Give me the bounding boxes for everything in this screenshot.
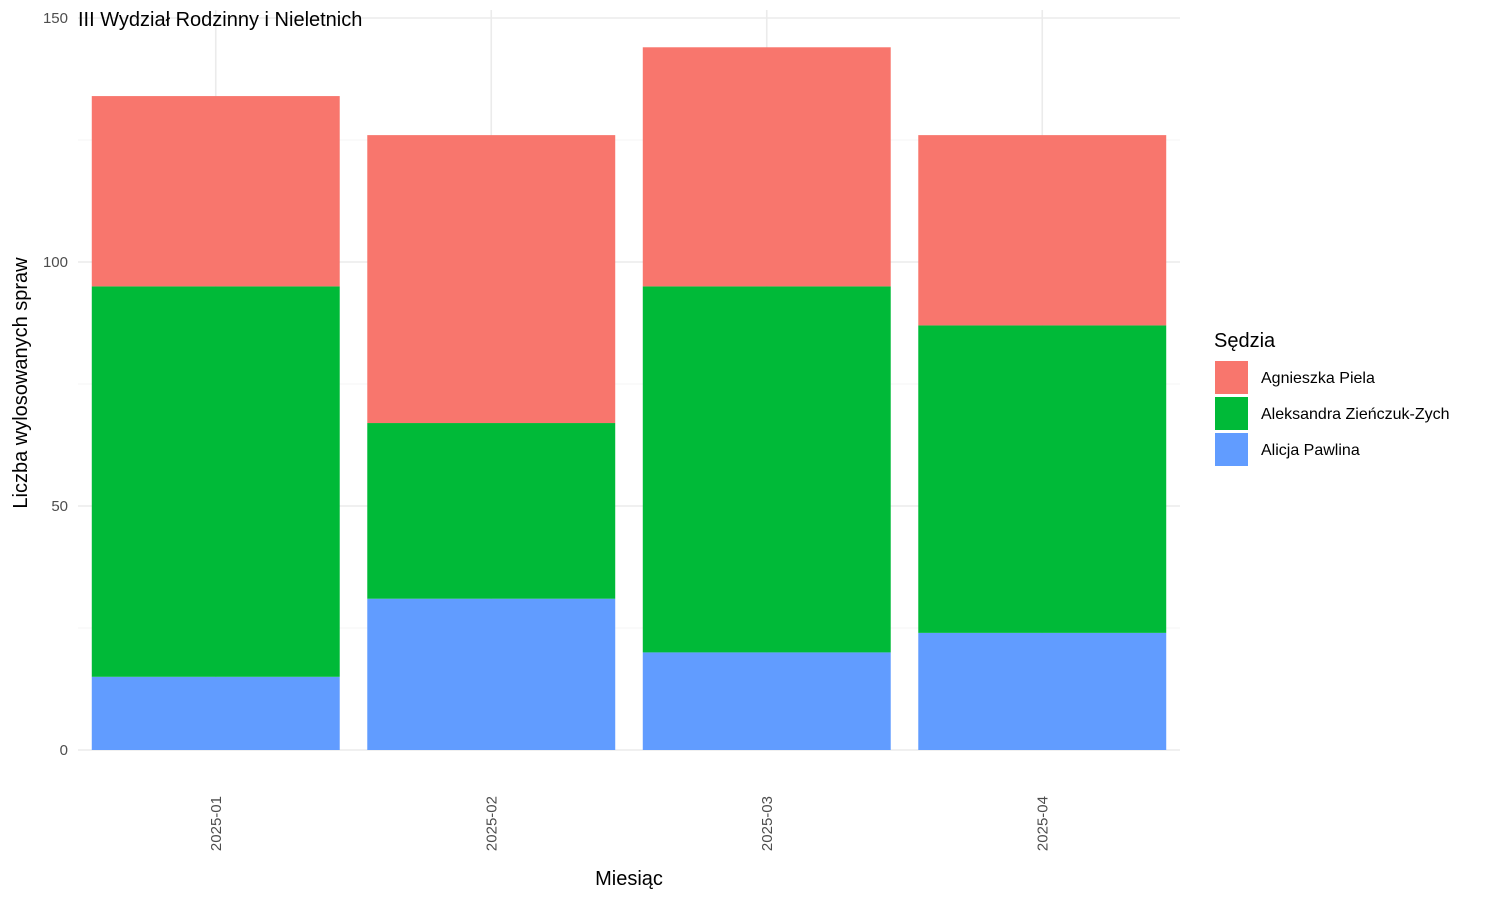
legend-title: Sędzia [1214, 330, 1276, 352]
bar-segment [642, 652, 891, 750]
bar-segment [642, 47, 891, 287]
x-tick-label: 2025-03 [759, 796, 776, 851]
legend-label: Aleksandra Zieńczuk-Zych [1261, 406, 1450, 423]
bar-segment [918, 632, 1167, 750]
bar-segment [367, 135, 616, 424]
legend-swatch [1215, 397, 1248, 430]
y-axis-title: Liczba wylosowanych spraw [10, 257, 32, 509]
legend-swatch [1215, 433, 1248, 466]
bar-segment [642, 286, 891, 653]
x-axis-title: Miesiąc [595, 868, 663, 890]
bar-segment [367, 598, 616, 750]
legend: Sędzia Agnieszka Piela Aleksandra Zieńczu… [1214, 330, 1450, 466]
axis-layer: 0 50 100 150 2025-01 2025-02 2025-03 2025-04 [43, 10, 1051, 851]
x-tick-label: 2025-04 [1034, 796, 1051, 851]
bar-segment [91, 286, 340, 677]
y-tick-label: 150 [43, 10, 68, 27]
chart-title: III Wydział Rodzinny i Nieletnich [78, 9, 362, 31]
x-tick-label: 2025-02 [483, 796, 500, 851]
legend-swatch [1215, 361, 1248, 394]
y-tick-label: 0 [60, 742, 68, 759]
x-tick-label: 2025-01 [208, 796, 225, 851]
y-tick-label: 100 [43, 254, 68, 271]
bars-layer [91, 47, 1167, 750]
bar-segment [918, 325, 1167, 633]
bar-segment [918, 135, 1167, 326]
legend-label: Alicja Pawlina [1261, 442, 1360, 459]
y-tick-label: 50 [51, 498, 68, 515]
bar-segment [91, 676, 340, 750]
legend-label: Agnieszka Piela [1261, 370, 1375, 387]
bar-segment [367, 423, 616, 599]
bar-segment [91, 96, 340, 287]
